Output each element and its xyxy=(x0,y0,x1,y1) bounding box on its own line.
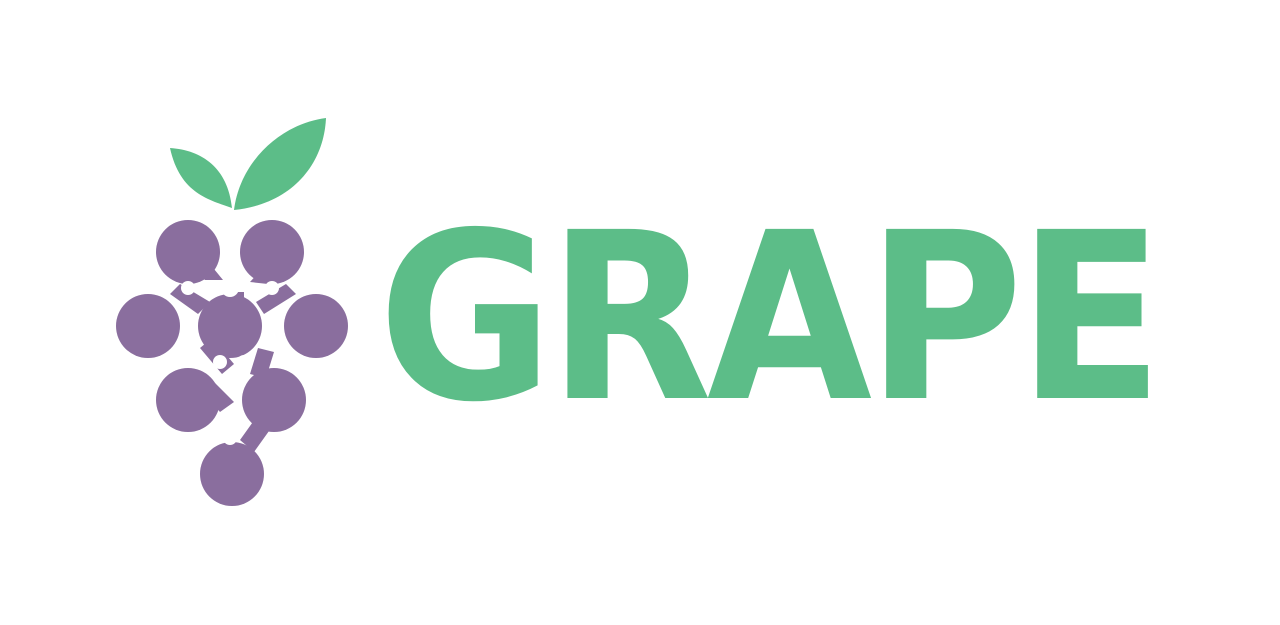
brand-wordmark: GRAPE xyxy=(378,208,1168,408)
grape-notches xyxy=(181,279,279,445)
leaf-icon xyxy=(170,118,326,210)
grape-berries xyxy=(116,220,348,506)
grape-logo-mark xyxy=(110,112,360,512)
brand-name-text: GRAPE xyxy=(378,208,1158,408)
grape-cluster-icon xyxy=(116,118,348,506)
